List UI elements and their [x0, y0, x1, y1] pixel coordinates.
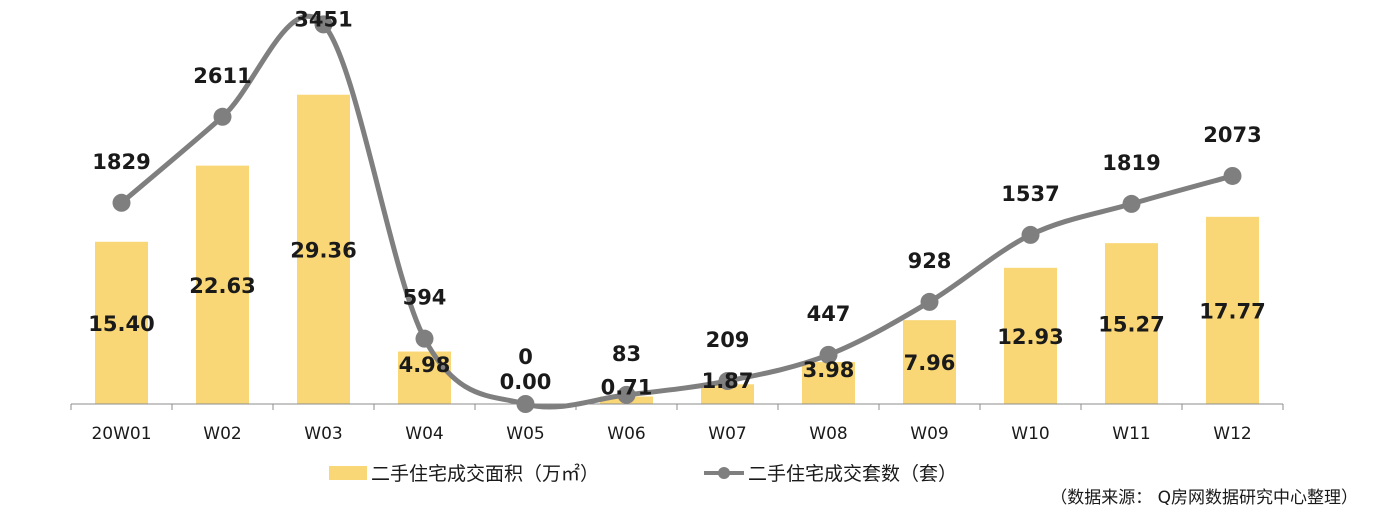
x-tick-label: W09 — [910, 424, 948, 444]
bar-data-labels: 15.40 22.63 29.36 4.98 0.00 0.71 1.87 3.98 7.96 1… — [88, 238, 1265, 399]
bar-data-label: 22.63 — [189, 274, 255, 298]
bar-data-label: 3.98 — [803, 358, 855, 382]
bar-data-label: 15.40 — [88, 312, 154, 336]
bar-data-label: 7.96 — [904, 351, 956, 375]
x-tick-label: W06 — [607, 424, 645, 444]
bar — [297, 94, 350, 404]
line-data-label: 1819 — [1102, 151, 1160, 175]
bar — [1206, 216, 1259, 404]
bar-data-label: 29.36 — [290, 238, 356, 262]
line-data-label: 3451 — [294, 7, 352, 31]
line-series-path — [119, 13, 1234, 410]
x-tick-label: W02 — [203, 424, 241, 444]
x-tick-label: W04 — [405, 424, 443, 444]
source-note: （数据来源： Q房网数据研究中心整理） — [1050, 488, 1358, 508]
line-point — [819, 345, 838, 364]
bar — [802, 362, 855, 404]
legend-line-marker — [718, 467, 730, 479]
bar — [1004, 267, 1057, 404]
line-data-label: 1537 — [1001, 182, 1059, 206]
line-point — [920, 292, 939, 311]
line-data-label: 83 — [612, 342, 641, 366]
line-data-label: 2073 — [1203, 123, 1261, 147]
line-point — [1021, 225, 1040, 244]
line-point — [415, 329, 434, 348]
bar-data-label: 1.87 — [702, 369, 754, 393]
line-data-label: 0 — [518, 345, 533, 369]
line-point — [617, 385, 636, 404]
x-tick-label: W07 — [708, 424, 746, 444]
legend-bar-swatch — [329, 466, 367, 480]
line-data-label: 594 — [403, 286, 447, 310]
legend-bar-label: 二手住宅成交面积（万㎡） — [371, 462, 599, 485]
bar-data-label: 17.77 — [1199, 299, 1265, 323]
x-tick-label: W08 — [809, 424, 847, 444]
bar-data-label: 4.98 — [399, 353, 451, 377]
line-point — [1223, 166, 1242, 185]
bar-data-label: 15.27 — [1098, 313, 1164, 337]
x-axis-ticks — [70, 404, 1284, 410]
line-data-label: 928 — [908, 249, 952, 273]
x-tick-label: W03 — [304, 424, 342, 444]
line-point — [516, 395, 535, 413]
line-data-label: 447 — [807, 302, 851, 326]
bar-series — [95, 94, 1259, 404]
line-point — [1122, 194, 1141, 213]
line-point — [213, 107, 232, 126]
bar-data-label: 0.71 — [601, 375, 653, 399]
bar — [196, 165, 249, 404]
line-point — [314, 15, 333, 34]
x-tick-label: W10 — [1011, 424, 1049, 444]
bar — [1105, 243, 1158, 404]
x-tick-label: 20W01 — [91, 424, 151, 444]
line-series-points — [112, 15, 1242, 413]
x-tick-labels: 20W01 W02 W03 W04 W05 W06 W07 W08 W09 W10 W11 W12 — [91, 424, 1251, 444]
line-data-label: 1829 — [92, 150, 150, 174]
line-point — [718, 372, 737, 391]
line-point — [112, 193, 131, 212]
bar — [398, 351, 451, 404]
x-tick-label: W11 — [1112, 424, 1150, 444]
bar — [701, 384, 754, 404]
line-data-label: 209 — [706, 328, 750, 352]
x-tick-label: W12 — [1213, 424, 1251, 444]
line-data-labels: 1829 2611 3451 594 0 83 209 447 928 1537 1819 2073 — [92, 7, 1261, 369]
line-data-label: 2611 — [193, 64, 251, 88]
x-tick-label: W05 — [506, 424, 544, 444]
bar — [903, 320, 956, 404]
legend: 二手住宅成交面积（万㎡） 二手住宅成交套数（套） — [329, 462, 957, 485]
bar-data-label: 12.93 — [997, 325, 1063, 349]
bar-data-label: 0.00 — [500, 370, 552, 394]
bar — [95, 241, 148, 404]
legend-line-label: 二手住宅成交套数（套） — [748, 463, 957, 485]
